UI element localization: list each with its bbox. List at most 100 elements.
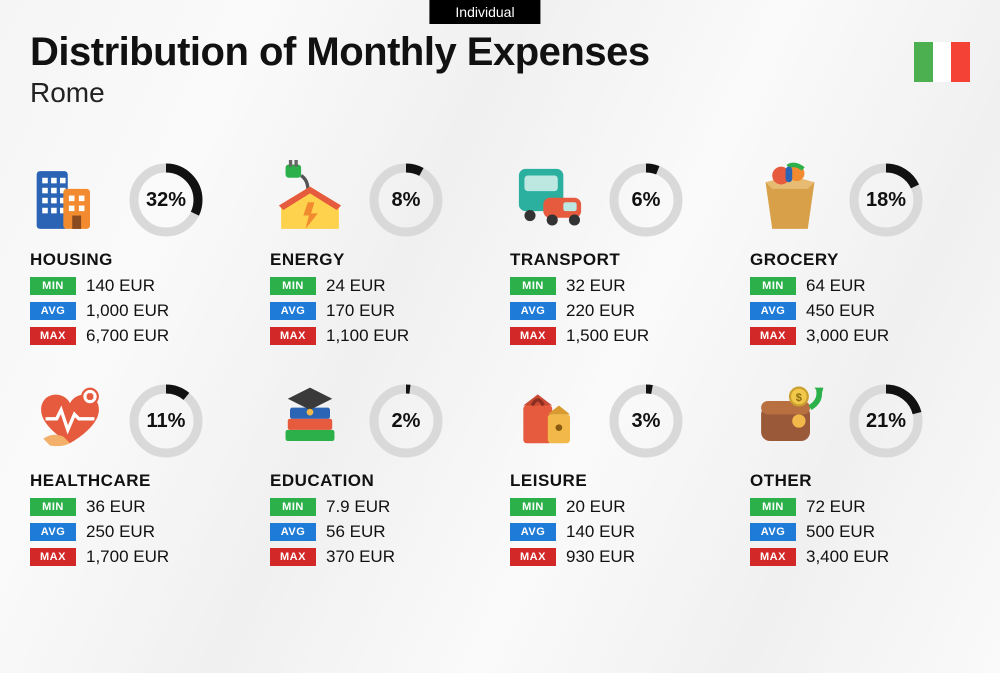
row-max: MAX 6,700 EUR bbox=[30, 326, 250, 346]
tag-min: MIN bbox=[270, 498, 316, 516]
row-max: MAX 1,100 EUR bbox=[270, 326, 490, 346]
row-min: MIN 20 EUR bbox=[510, 497, 730, 517]
transport-icon bbox=[510, 164, 590, 236]
category-card-education: 2% EDUCATION MIN 7.9 EUR AVG 56 EUR MAX … bbox=[270, 381, 490, 572]
tag-max: MAX bbox=[750, 548, 796, 566]
val-max: 1,100 EUR bbox=[326, 326, 409, 346]
category-name: HEALTHCARE bbox=[30, 471, 250, 491]
category-name: ENERGY bbox=[270, 250, 490, 270]
row-avg: AVG 140 EUR bbox=[510, 522, 730, 542]
tag-min: MIN bbox=[750, 498, 796, 516]
val-min: 24 EUR bbox=[326, 276, 386, 296]
other-icon: $ bbox=[750, 385, 830, 457]
flag-red bbox=[951, 42, 970, 82]
individual-badge: Individual bbox=[429, 0, 540, 24]
val-avg: 450 EUR bbox=[806, 301, 875, 321]
category-name: OTHER bbox=[750, 471, 970, 491]
tag-avg: AVG bbox=[30, 302, 76, 320]
row-max: MAX 370 EUR bbox=[270, 547, 490, 567]
category-name: HOUSING bbox=[30, 250, 250, 270]
tag-max: MAX bbox=[30, 548, 76, 566]
row-max: MAX 930 EUR bbox=[510, 547, 730, 567]
tag-avg: AVG bbox=[750, 302, 796, 320]
category-card-housing: 32% HOUSING MIN 140 EUR AVG 1,000 EUR MA… bbox=[30, 160, 250, 351]
val-avg: 500 EUR bbox=[806, 522, 875, 542]
tag-min: MIN bbox=[510, 277, 556, 295]
val-min: 7.9 EUR bbox=[326, 497, 390, 517]
val-min: 72 EUR bbox=[806, 497, 866, 517]
pct-value: 8% bbox=[368, 162, 444, 238]
val-max: 3,400 EUR bbox=[806, 547, 889, 567]
tag-max: MAX bbox=[270, 327, 316, 345]
row-min: MIN 64 EUR bbox=[750, 276, 970, 296]
tag-avg: AVG bbox=[750, 523, 796, 541]
pct-donut: 2% bbox=[368, 383, 444, 459]
category-card-energy: 8% ENERGY MIN 24 EUR AVG 170 EUR MAX 1,1… bbox=[270, 160, 490, 351]
row-max: MAX 1,500 EUR bbox=[510, 326, 730, 346]
val-avg: 1,000 EUR bbox=[86, 301, 169, 321]
category-card-grocery: 18% GROCERY MIN 64 EUR AVG 450 EUR MAX 3… bbox=[750, 160, 970, 351]
tag-min: MIN bbox=[30, 277, 76, 295]
tag-max: MAX bbox=[510, 327, 556, 345]
category-card-other: $ 21% OTHER MIN 72 EUR AVG 500 EUR MAX 3 bbox=[750, 381, 970, 572]
val-avg: 170 EUR bbox=[326, 301, 395, 321]
tag-avg: AVG bbox=[270, 302, 316, 320]
page-title: Distribution of Monthly Expenses bbox=[30, 30, 650, 75]
row-avg: AVG 450 EUR bbox=[750, 301, 970, 321]
category-card-healthcare: 11% HEALTHCARE MIN 36 EUR AVG 250 EUR MA… bbox=[30, 381, 250, 572]
tag-min: MIN bbox=[270, 277, 316, 295]
tag-max: MAX bbox=[270, 548, 316, 566]
pct-value: 21% bbox=[848, 383, 924, 459]
city-subtitle: Rome bbox=[30, 77, 650, 109]
pct-value: 3% bbox=[608, 383, 684, 459]
val-min: 32 EUR bbox=[566, 276, 626, 296]
leisure-icon bbox=[510, 385, 590, 457]
housing-icon bbox=[30, 164, 110, 236]
pct-value: 11% bbox=[128, 383, 204, 459]
val-max: 6,700 EUR bbox=[86, 326, 169, 346]
val-min: 36 EUR bbox=[86, 497, 146, 517]
tag-avg: AVG bbox=[270, 523, 316, 541]
row-max: MAX 3,000 EUR bbox=[750, 326, 970, 346]
val-min: 20 EUR bbox=[566, 497, 626, 517]
flag-green bbox=[914, 42, 933, 82]
svg-text:$: $ bbox=[796, 392, 803, 404]
flag-white bbox=[933, 42, 952, 82]
tag-min: MIN bbox=[750, 277, 796, 295]
row-min: MIN 140 EUR bbox=[30, 276, 250, 296]
tag-avg: AVG bbox=[510, 302, 556, 320]
row-avg: AVG 170 EUR bbox=[270, 301, 490, 321]
tag-max: MAX bbox=[750, 327, 796, 345]
tag-min: MIN bbox=[30, 498, 76, 516]
country-flag bbox=[914, 42, 970, 82]
row-min: MIN 7.9 EUR bbox=[270, 497, 490, 517]
row-min: MIN 32 EUR bbox=[510, 276, 730, 296]
pct-donut: 18% bbox=[848, 162, 924, 238]
pct-donut: 11% bbox=[128, 383, 204, 459]
val-min: 140 EUR bbox=[86, 276, 155, 296]
val-max: 1,500 EUR bbox=[566, 326, 649, 346]
row-min: MIN 24 EUR bbox=[270, 276, 490, 296]
grocery-icon bbox=[750, 164, 830, 236]
pct-donut: 3% bbox=[608, 383, 684, 459]
education-icon bbox=[270, 385, 350, 457]
pct-value: 2% bbox=[368, 383, 444, 459]
val-max: 930 EUR bbox=[566, 547, 635, 567]
row-avg: AVG 56 EUR bbox=[270, 522, 490, 542]
tag-max: MAX bbox=[30, 327, 76, 345]
row-max: MAX 1,700 EUR bbox=[30, 547, 250, 567]
val-avg: 140 EUR bbox=[566, 522, 635, 542]
tag-max: MAX bbox=[510, 548, 556, 566]
val-avg: 56 EUR bbox=[326, 522, 386, 542]
val-min: 64 EUR bbox=[806, 276, 866, 296]
pct-value: 18% bbox=[848, 162, 924, 238]
category-name: EDUCATION bbox=[270, 471, 490, 491]
category-name: LEISURE bbox=[510, 471, 730, 491]
pct-donut: 21% bbox=[848, 383, 924, 459]
category-card-transport: 6% TRANSPORT MIN 32 EUR AVG 220 EUR MAX … bbox=[510, 160, 730, 351]
pct-donut: 6% bbox=[608, 162, 684, 238]
val-avg: 220 EUR bbox=[566, 301, 635, 321]
val-max: 1,700 EUR bbox=[86, 547, 169, 567]
category-grid: 32% HOUSING MIN 140 EUR AVG 1,000 EUR MA… bbox=[30, 160, 970, 572]
val-max: 370 EUR bbox=[326, 547, 395, 567]
